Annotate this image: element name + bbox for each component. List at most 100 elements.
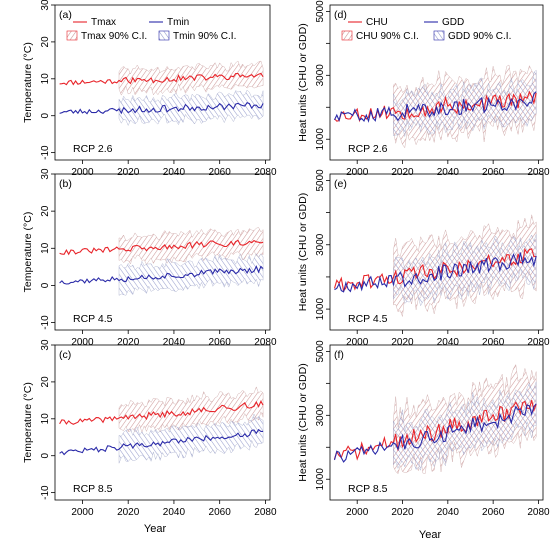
y-axis-label: Temperature (°C) [22,42,34,123]
x-tick-label: 2080 [254,337,277,348]
y-tick-label: 1000 [315,298,326,321]
plot-frame [54,344,271,501]
x-tick-label: 2040 [163,507,186,518]
x-tick-label: 2060 [482,167,505,178]
y-tick-label: 10 [40,242,51,254]
series-line-tmin [59,428,264,456]
band-tmin-ci [118,253,264,296]
scenario-label: RCP 4.5 [73,313,113,325]
series-line-chu [333,247,537,293]
y-tick-label: 30 [40,0,51,11]
x-tick-label: 2080 [254,167,277,178]
x-tick-label: 2060 [209,167,232,178]
y-axis-label: Heat units (CHU or GDD) [297,363,309,481]
y-tick-label: 3000 [315,404,326,427]
x-tick-label: 2000 [346,337,369,348]
panel-label: (d) [334,9,347,21]
x-tick-label: 2080 [527,167,550,178]
x-axis-label-right: Year [419,529,442,541]
legend-label: Tmin [167,17,189,28]
y-tick-label: 0 [40,282,51,288]
band-tmax-ci [118,386,264,433]
x-tick-label: 2040 [437,167,460,178]
y-axis-label: Temperature (°C) [22,212,34,293]
legend-label: Tmax 90% C.I. [81,31,147,42]
y-tick-label: -10 [40,485,51,500]
panel-d: 1000 3000 5000 2000 2020 2040 2060 2080 Heat uni… [297,0,550,178]
x-tick-label: 2020 [117,507,140,518]
legend-swatch-band [341,30,353,41]
y-tick-label: 10 [40,73,51,85]
y-axis-label: Heat units (CHU or GDD) [297,23,309,141]
panel-label: (e) [334,178,347,190]
legend-label: CHU [366,17,388,28]
plot-frame [329,4,544,161]
band-tmin-ci [118,413,264,464]
plot-frame [54,173,271,331]
x-tick-label: 2000 [71,337,94,348]
band-tmin-ci [118,89,264,127]
series-line-tmax [59,72,264,86]
y-tick-label: 5000 [315,0,326,23]
scenario-label: RCP 2.6 [73,143,113,155]
scenario-label: RCP 4.5 [348,313,388,325]
legend-label: GDD [442,17,464,28]
x-tick-label: 2020 [117,337,140,348]
panel-f: 1000 3000 5000 2000 2020 2040 2060 2080 Heat uni… [297,340,550,518]
x-tick-label: 2040 [163,167,186,178]
panel-a: -10 0 10 20 30 2000 2020 2040 2060 2080 Temperatur… [22,0,277,178]
y-tick-label: -10 [40,315,51,330]
x-tick-label: 2040 [437,507,460,518]
x-tick-label: 2040 [437,337,460,348]
band-gdd-ci [393,234,537,307]
x-tick-label: 2040 [163,337,186,348]
x-tick-label: 2060 [209,507,232,518]
x-tick-label: 2020 [391,337,414,348]
y-tick-label: 0 [40,112,51,118]
legend-label: CHU 90% C.I. [356,31,419,42]
plot-frame [54,4,271,161]
legend-swatch-band [66,30,78,41]
y-tick-label: 10 [40,413,51,425]
y-tick-label: 1000 [315,468,326,491]
x-tick-label: 2020 [391,507,414,518]
panel-label: (f) [334,349,344,361]
y-tick-label: 3000 [315,233,326,256]
legend-label: GDD 90% C.I. [448,31,511,42]
panel-label: (a) [59,9,72,21]
x-tick-label: 2080 [254,507,277,518]
scenario-label: RCP 2.6 [348,143,388,155]
band-gdd-ci [393,381,537,471]
x-tick-label: 2080 [527,337,550,348]
series-line-tmax [59,400,264,425]
legend-swatch-band [158,30,170,41]
series-line-gdd [334,252,537,293]
x-axis-label-left: Year [144,523,167,535]
panel-b: -10 0 10 20 30 2000 2020 2040 2060 2080 Temperatur… [22,168,277,348]
y-tick-label: 20 [40,376,51,388]
x-tick-label: 2020 [117,167,140,178]
legend-swatch-band [433,30,445,41]
series-line-tmin [59,265,264,285]
y-tick-label: 20 [40,36,51,48]
y-tick-label: 3000 [315,64,326,87]
plot-frame [329,173,544,331]
y-tick-label: -10 [40,145,51,160]
panel-label: (b) [59,178,72,190]
panel-e: 1000 3000 5000 2000 2020 2040 2060 2080 Heat uni… [297,169,550,348]
series-line-chu [333,400,537,461]
y-tick-label: 30 [40,168,51,180]
y-tick-label: 1000 [315,128,326,151]
x-tick-label: 2000 [71,507,94,518]
x-tick-label: 2000 [346,167,369,178]
y-tick-label: 5000 [315,169,326,192]
band-tmax-ci [118,60,264,96]
y-tick-label: 0 [40,452,51,458]
scenario-label: RCP 8.5 [73,483,113,495]
y-tick-label: 5000 [315,340,326,363]
panel-label: (c) [59,349,71,361]
legend-label: Tmax [91,17,116,28]
scenario-label: RCP 8.5 [348,483,388,495]
x-tick-label: 2020 [391,167,414,178]
